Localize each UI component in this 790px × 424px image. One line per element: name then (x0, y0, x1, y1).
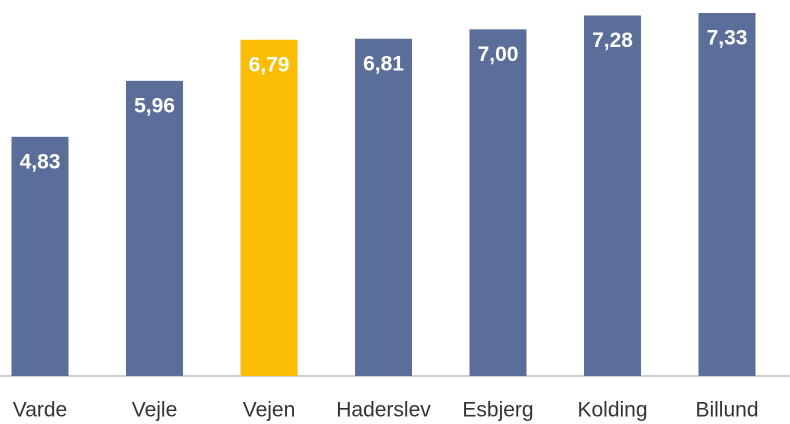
value-label: 7,00 (478, 43, 519, 66)
value-label: 6,81 (363, 52, 404, 75)
bar (584, 15, 641, 376)
x-tick-label: Varde (13, 399, 67, 422)
x-tick-label: Vejen (243, 399, 296, 422)
x-tick-label: Haderslev (336, 399, 431, 422)
x-tick-label: Billund (695, 399, 758, 422)
bar (469, 29, 527, 376)
value-label: 5,96 (134, 94, 175, 117)
bar (698, 13, 756, 376)
x-tick-label: Kolding (577, 399, 647, 422)
value-label: 4,83 (20, 150, 61, 173)
x-tick-label: Vejle (132, 399, 178, 422)
bar (11, 136, 69, 376)
value-label: 7,28 (592, 29, 633, 52)
value-label: 7,33 (707, 27, 748, 50)
x-tick-label: Esbjerg (462, 399, 533, 422)
bar (126, 80, 183, 377)
bar (240, 39, 298, 376)
value-label: 6,79 (249, 53, 290, 76)
bar (355, 38, 412, 376)
